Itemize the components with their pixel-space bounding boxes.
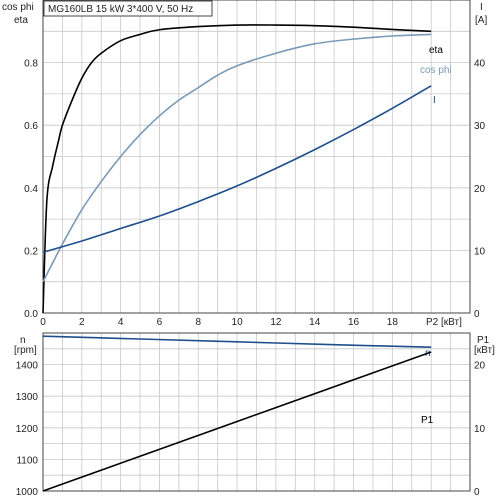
bottom-right-axis-label-line1: P1 (477, 335, 490, 346)
x-tick-label: 12 (270, 317, 282, 328)
top-left-axis-label-line2: eta (14, 15, 28, 26)
right-y-tick-label: 30 (474, 121, 486, 132)
right-y-tick-label: 20 (474, 361, 486, 372)
left-y-tick-label: 0.0 (24, 309, 38, 320)
series-line-p1 (42, 351, 432, 492)
top-chart-grid (42, 0, 471, 314)
series-line-eta (42, 24, 432, 314)
left-y-tick-label: 1400 (16, 361, 39, 372)
top-right-axis-label-line1: I (480, 2, 483, 13)
bottom-left-axis-label-line2: [rpm] (14, 345, 37, 356)
top-right-axis-label-line2: [A] (475, 15, 487, 26)
left-y-tick-label: 1300 (16, 392, 39, 403)
x-tick-label: 0 (40, 317, 46, 328)
plot-frame (42, 0, 471, 314)
top-x-axis-label: P2 [кВт] (426, 317, 462, 328)
right-y-tick-label: 10 (474, 246, 486, 257)
right-y-tick-label: 10 (474, 424, 486, 435)
right-y-tick-label: 0 (474, 487, 480, 498)
left-y-tick-label: 0.6 (24, 121, 38, 132)
top-left-axis-label-line1: cos phi (2, 2, 34, 13)
x-tick-label: 4 (118, 317, 124, 328)
plot-frame (42, 332, 471, 492)
left-y-tick-label: 0.8 (24, 59, 38, 70)
left-y-tick-label: 1000 (16, 487, 39, 498)
top-chart-series: eta cos phi I (42, 24, 452, 314)
top-chart-ticks: 0.0 0.2 0.4 0.6 0.8 0 10 20 30 40 0 2 4 6 8 10 12 14 16 18 (24, 59, 485, 328)
top-chart: eta cos phi I 0.0 0.2 0.4 0.6 0.8 0 10 20 30 40 0 2 4 6… (24, 0, 486, 328)
left-y-tick-label: 1100 (16, 455, 38, 466)
x-tick-label: 8 (195, 317, 201, 328)
x-tick-label: 6 (157, 317, 163, 328)
bottom-chart-grid (42, 332, 471, 492)
series-line-n (42, 335, 432, 349)
chart-title: MG160LB 15 kW 3*400 V, 50 Hz (48, 4, 193, 15)
left-y-tick-label: 0.2 (24, 246, 38, 257)
x-tick-label: 18 (387, 317, 399, 328)
series-label-cos-phi: cos phi (420, 65, 452, 76)
bottom-right-axis-label-line2: [кВт] (474, 345, 495, 356)
series-line-i (42, 85, 432, 254)
right-y-tick-label: 20 (474, 184, 486, 195)
right-y-tick-label: 0 (474, 309, 480, 320)
x-tick-label: 14 (309, 317, 321, 328)
left-y-tick-label: 0.4 (24, 184, 38, 195)
bottom-left-axis-label-line1: n (20, 335, 26, 346)
chart-title-box (43, 0, 213, 17)
series-label-p1: P1 (421, 415, 434, 426)
series-label-eta: eta (429, 45, 443, 56)
series-label-i: I (433, 95, 436, 106)
x-tick-label: 2 (79, 317, 85, 328)
right-y-tick-label: 40 (474, 59, 486, 70)
bottom-chart-series: nP1 (42, 335, 434, 492)
x-tick-label: 10 (232, 317, 244, 328)
series-line-cos-phi (42, 33, 432, 283)
x-tick-label: 16 (348, 317, 360, 328)
left-y-tick-label: 1200 (16, 424, 39, 435)
bottom-chart-ticks: 1000 1100 1200 1300 1400 0 10 20 (16, 361, 486, 498)
